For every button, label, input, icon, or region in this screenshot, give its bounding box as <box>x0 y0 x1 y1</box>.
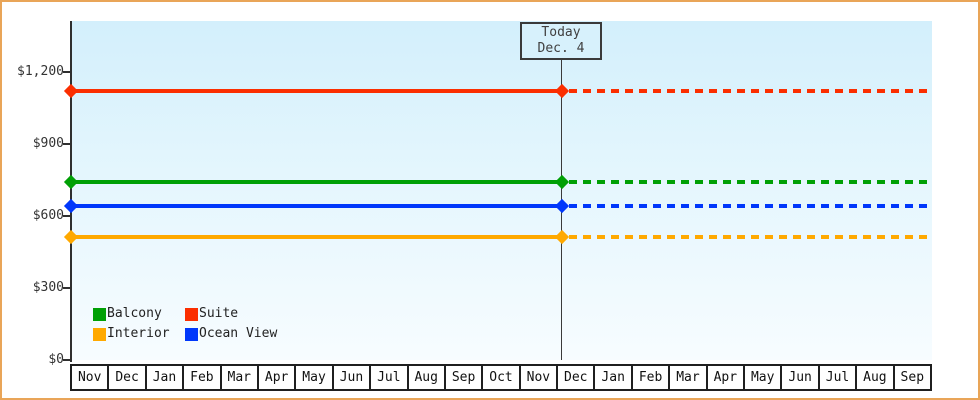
x-axis-month-row: Nov Dec Jan Feb Mar Apr May Jun Jul Aug Sep Oct Nov D… <box>70 364 932 391</box>
y-axis-tick-label: $600 <box>32 207 64 223</box>
today-vertical-line <box>561 22 562 360</box>
x-axis-month-cell: Sep <box>892 364 932 391</box>
series-line-dashed-suite <box>569 88 932 93</box>
x-axis-month-cell: May <box>743 364 783 391</box>
x-axis-month-cell: Jun <box>780 364 820 391</box>
x-axis-month-cell: Apr <box>256 364 297 391</box>
y-axis-tick-label: $900 <box>32 135 64 151</box>
legend-swatch-balcony <box>93 307 106 321</box>
legend-item-balcony: Balcony <box>93 307 185 321</box>
x-axis-month-cell: Mar <box>219 364 259 391</box>
x-axis-month-cell: Dec <box>107 364 147 391</box>
x-axis-month-cell: Jan <box>593 364 633 391</box>
series-line-solid-interior <box>72 235 562 240</box>
y-axis-tick-mark <box>63 142 71 145</box>
y-axis-tick-mark <box>63 214 71 217</box>
y-axis-tick-label: $1,200 <box>17 63 64 79</box>
x-axis-month-cell: Sep <box>443 364 484 391</box>
series-line-dashed-ocean-view <box>569 204 932 209</box>
x-axis-month-cell: May <box>294 364 334 391</box>
series-line-solid-suite <box>72 88 562 93</box>
legend-label: Balcony <box>107 306 162 321</box>
series-line-solid-balcony <box>72 180 562 185</box>
legend-swatch-ocean-view <box>185 327 198 341</box>
series-line-dashed-balcony <box>569 180 932 185</box>
legend-swatch-interior <box>93 327 106 341</box>
series-line-dashed-interior <box>569 235 932 240</box>
x-axis-month-cell: Jul <box>817 364 858 391</box>
legend-item-ocean-view: Ocean View <box>185 327 277 341</box>
y-axis-tick-mark <box>63 70 71 73</box>
legend-label: Ocean View <box>199 326 278 341</box>
x-axis-month-cell: Feb <box>182 364 222 391</box>
x-axis-month-cell: Aug <box>406 364 446 391</box>
y-axis-tick-label: $0 <box>48 352 64 367</box>
y-axis-tick-label: $300 <box>32 279 64 295</box>
x-axis-month-cell: Jan <box>144 364 185 391</box>
legend-label: Suite <box>199 306 239 321</box>
today-date-label: Dec. 4 <box>537 41 585 56</box>
y-axis-tick-mark <box>63 359 71 361</box>
today-label: Today <box>541 25 581 40</box>
x-axis-month-cell: Jul <box>369 364 409 391</box>
x-axis-month-cell: Nov <box>518 364 559 391</box>
series-line-solid-ocean-view <box>72 204 562 209</box>
legend-swatch-suite <box>185 307 198 321</box>
legend: Balcony Suite Interior Ocean View <box>93 307 277 341</box>
x-axis-month-cell: Feb <box>630 364 671 391</box>
plot-area <box>72 21 932 360</box>
x-axis-month-cell: Nov <box>70 364 110 391</box>
x-axis-month-cell: Apr <box>705 364 746 391</box>
x-axis-month-cell: Oct <box>481 364 521 391</box>
today-annotation-box: Today Dec. 4 <box>520 22 602 60</box>
x-axis-month-cell: Jun <box>331 364 372 391</box>
x-axis-month-cell: Mar <box>668 364 708 391</box>
y-axis-tick-mark <box>63 286 71 289</box>
legend-label: Interior <box>107 326 170 341</box>
legend-item-interior: Interior <box>93 327 185 341</box>
x-axis-month-cell: Aug <box>855 364 895 391</box>
x-axis-month-cell: Dec <box>556 364 596 391</box>
legend-item-suite: Suite <box>185 307 277 321</box>
y-axis <box>70 21 72 362</box>
